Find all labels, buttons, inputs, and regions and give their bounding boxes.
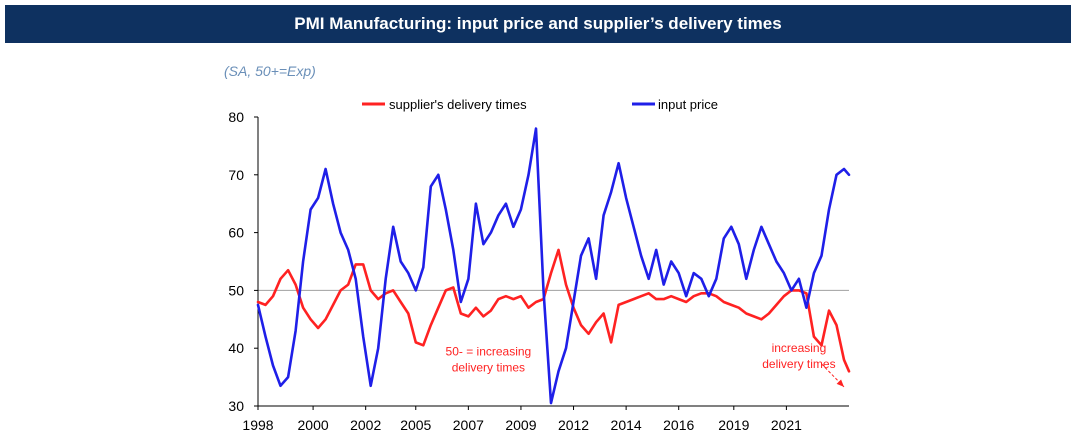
x-tick-layer: 1998 2000 2002 2005 2007 2009 2012 2014 2016 2019…: [242, 406, 802, 433]
y-tick-label: 70: [228, 167, 244, 183]
annotation-layer: 50- = increasing delivery timesincreasing…: [446, 341, 845, 388]
x-tick-label: 2007: [453, 417, 484, 433]
y-tick-label: 80: [228, 109, 244, 125]
x-tick-label: 2021: [771, 417, 802, 433]
legend: supplier's delivery times input price: [362, 97, 718, 112]
x-tick-label: 2002: [350, 417, 381, 433]
legend-label-supplier: supplier's delivery times: [389, 97, 527, 112]
x-tick-label: 2005: [400, 417, 431, 433]
x-tick-label: 1998: [242, 417, 273, 433]
annotation-line: 50- = increasing: [446, 345, 532, 359]
y-tick-label: 50: [228, 282, 244, 298]
x-tick-label: 2000: [298, 417, 329, 433]
x-tick-label: 2012: [558, 417, 589, 433]
chart-title: PMI Manufacturing: input price and suppl…: [5, 5, 1071, 43]
series-line-supplier-delivery-times: [256, 248, 851, 373]
y-tick-layer: 30 40 50 60 70 80: [228, 109, 258, 414]
axis-layer: [257, 117, 849, 407]
legend-label-input-price: input price: [658, 97, 718, 112]
chart-subtitle: (SA, 50+=Exp): [224, 63, 316, 79]
annotation-0: 50- = increasing delivery times: [446, 345, 532, 375]
series-line-input-price: [256, 127, 851, 405]
x-tick-label: 2019: [718, 417, 749, 433]
annotation-line: delivery times: [452, 361, 525, 375]
annotation-line: increasing: [772, 341, 827, 355]
y-tick-label: 60: [228, 225, 244, 241]
annotation-arrow-head: [836, 379, 844, 387]
series-layer: [256, 127, 851, 405]
y-tick-label: 40: [228, 340, 244, 356]
x-tick-label: 2009: [505, 417, 536, 433]
x-tick-label: 2014: [611, 417, 642, 433]
annotation-line: delivery times: [762, 357, 835, 371]
y-tick-label: 30: [228, 398, 244, 414]
annotation-1: increasing delivery times: [762, 341, 835, 371]
x-tick-label: 2016: [663, 417, 694, 433]
